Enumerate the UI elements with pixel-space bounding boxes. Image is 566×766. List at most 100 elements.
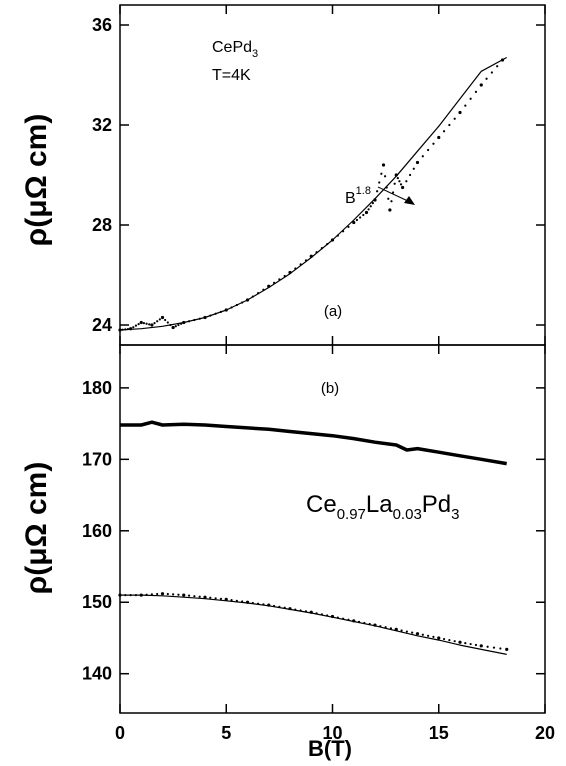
data-point xyxy=(219,597,223,600)
x-tick-label: 10 xyxy=(322,723,342,743)
data-point xyxy=(492,646,496,649)
data-point xyxy=(415,160,420,165)
data-point xyxy=(415,632,420,636)
data-point xyxy=(378,181,381,184)
panel-a-temperature: T=4K xyxy=(212,67,251,84)
data-point xyxy=(486,645,489,648)
data-point xyxy=(393,182,396,185)
data-point xyxy=(171,325,175,330)
data-point xyxy=(437,636,441,640)
data-point xyxy=(383,175,387,178)
panel-a-ytick-label: 32 xyxy=(92,115,112,135)
panel-b-label: (b) xyxy=(321,380,339,397)
data-point xyxy=(166,592,169,596)
data-point xyxy=(405,630,408,633)
data-point xyxy=(362,213,365,217)
data-point xyxy=(496,65,499,68)
panel-a-compound: CePd3 xyxy=(212,39,258,60)
data-point xyxy=(142,322,146,325)
data-point xyxy=(469,97,472,100)
x-tick-label: 20 xyxy=(535,723,555,743)
data-point xyxy=(442,130,446,133)
panel-b-ytick-label: 140 xyxy=(82,664,112,684)
panel-a-ylabel: ρ(μΩ cm) xyxy=(20,114,53,247)
data-point xyxy=(352,220,356,225)
data-point xyxy=(132,326,135,329)
fit-arrow-head xyxy=(404,196,415,205)
panel-b-ytick-label: 180 xyxy=(82,378,112,398)
data-point xyxy=(411,631,414,634)
data-point xyxy=(474,643,478,647)
data-point xyxy=(182,593,186,597)
panel-b-ytick-label: 160 xyxy=(82,521,112,541)
data-point xyxy=(448,123,451,127)
series-layer xyxy=(118,56,509,655)
data-point xyxy=(387,197,390,200)
data-point xyxy=(145,322,148,325)
fit-label: B1.8 xyxy=(345,185,371,207)
data-point xyxy=(156,592,159,596)
data-point xyxy=(203,595,207,599)
data-point xyxy=(458,640,462,644)
data-point xyxy=(485,77,488,80)
data-point xyxy=(198,595,201,598)
data-point xyxy=(458,110,462,115)
data-point xyxy=(401,185,405,190)
data-point xyxy=(432,635,435,638)
data-point xyxy=(412,167,415,170)
data-point xyxy=(427,634,430,637)
panel-a-series-0-points xyxy=(118,58,505,332)
panel-b-ytick-label: 150 xyxy=(82,592,112,612)
data-point xyxy=(369,205,372,208)
panel-a-ytick-label: 36 xyxy=(92,15,112,35)
data-point xyxy=(153,322,156,325)
data-point xyxy=(160,592,165,596)
x-tick-label: 15 xyxy=(429,723,449,743)
data-point xyxy=(479,83,483,87)
data-point xyxy=(398,180,401,183)
x-axis-label: B(T) xyxy=(308,736,352,761)
tick-marks xyxy=(119,5,546,713)
x-tick-label: 5 xyxy=(221,723,231,743)
data-point xyxy=(421,155,424,158)
data-point xyxy=(187,594,191,597)
data-point xyxy=(479,644,483,648)
data-point xyxy=(381,163,386,167)
data-point xyxy=(390,200,393,203)
data-point xyxy=(376,190,379,193)
panel-a-ytick-label: 28 xyxy=(92,215,112,235)
panel-a-ytick-label: 24 xyxy=(92,315,112,335)
data-point xyxy=(166,321,169,324)
data-point xyxy=(499,647,502,650)
data-point xyxy=(134,324,138,327)
panel-a-series-1-line xyxy=(119,56,507,331)
data-point xyxy=(177,323,180,327)
data-point xyxy=(156,320,159,323)
data-point xyxy=(464,104,467,107)
data-point xyxy=(442,637,446,641)
data-point xyxy=(371,202,374,205)
data-point xyxy=(464,642,467,645)
data-point xyxy=(453,117,456,120)
data-point xyxy=(437,135,441,140)
data-point xyxy=(230,598,233,602)
data-point xyxy=(214,597,217,600)
data-point xyxy=(150,323,154,327)
tick-labels: 24 28 32 36 140 150 160 170 180 0 5 10 15 20 xyxy=(82,15,555,743)
data-point xyxy=(474,90,478,93)
x-tick-label: 0 xyxy=(115,723,125,743)
data-point xyxy=(432,142,435,145)
data-point xyxy=(469,642,472,646)
data-point xyxy=(359,216,362,219)
data-point xyxy=(172,593,175,596)
data-point xyxy=(158,318,161,321)
data-point xyxy=(380,172,383,175)
data-point xyxy=(421,633,424,636)
panel-b-compound: Ce0.97La0.03Pd3 xyxy=(306,491,460,523)
panel-a-label: (a) xyxy=(324,303,342,320)
data-point xyxy=(388,208,392,212)
panel-b-frame xyxy=(119,344,546,714)
data-point xyxy=(400,629,403,632)
data-point xyxy=(408,173,412,177)
